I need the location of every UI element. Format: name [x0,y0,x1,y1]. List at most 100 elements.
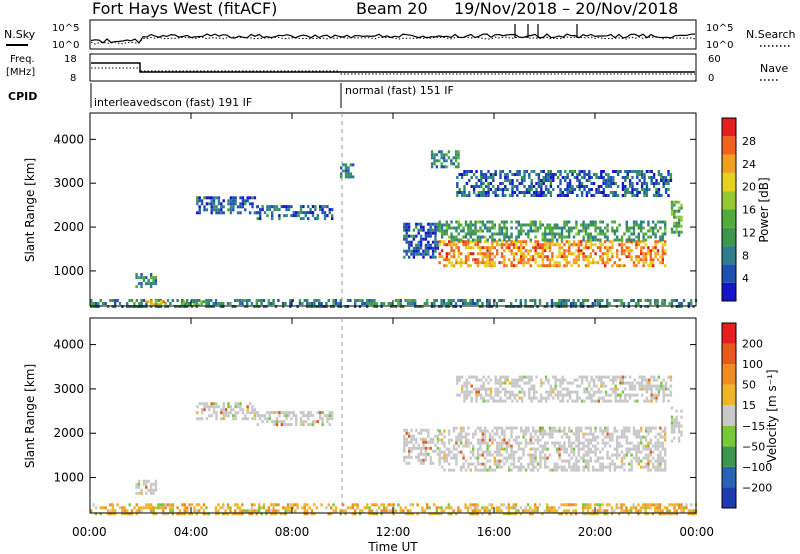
echo-cell [403,234,406,238]
echo-cell [604,173,608,176]
echo-cell [572,258,576,262]
echo-cell [468,375,471,379]
echo-cell [484,429,487,433]
echo-cell [602,399,605,403]
echo-cell [489,188,493,191]
echo-cell [253,509,256,513]
echo-cell [476,235,480,239]
echo-cell [246,199,249,203]
echo-cell [553,509,556,513]
echo-cell [573,390,577,394]
echo-cell [534,429,537,433]
echo-cell [222,506,225,510]
echo-cell [493,438,496,442]
echo-cell [319,205,322,209]
echo-cell [664,191,668,194]
echo-cell [500,509,503,513]
echo-cell [470,396,473,400]
echo-cell [469,302,472,305]
echo-cell [556,465,559,469]
echo-cell [614,390,617,394]
echo-cell [640,387,644,391]
echo-cell [474,456,477,460]
echo-cell [614,194,617,197]
echo-cell [463,191,466,194]
echo-cell [647,459,650,463]
echo-cell [519,302,522,305]
echo-cell [541,232,544,236]
echo-cell [606,249,609,253]
echo-cell [652,375,656,379]
echo-cell [536,429,540,433]
echo-cell [664,468,667,472]
echo-cell [503,220,506,224]
echo-cell [280,420,283,424]
echo-cell [491,246,494,250]
echo-cell [624,387,627,391]
echo-cell [285,423,288,427]
echo-cell [200,202,204,206]
echo-cell [431,240,435,244]
echo-cell [280,423,283,427]
echo-cell [496,453,499,457]
echo-cell [554,173,557,176]
echo-cell [275,208,279,212]
echo-cell [250,506,254,510]
echo-cell [620,252,624,256]
echo-cell [498,435,501,439]
echo-cell [118,506,122,510]
echo-cell [657,387,661,391]
echo-cell [680,433,683,437]
echo-cell [505,220,508,224]
echo-cell [417,231,420,235]
echo-cell [283,423,286,427]
echo-cell [625,246,628,250]
echo-cell [479,462,482,466]
echo-cell [494,387,497,391]
echo-cell [496,459,499,463]
echo-cell [528,185,531,188]
echo-cell [604,182,608,185]
echo-cell [448,240,451,244]
echo-cell [405,249,408,253]
echo-cell [574,509,578,513]
echo-cell [135,512,138,516]
echo-cell [492,396,495,400]
echo-cell [286,506,290,510]
echo-cell [594,220,597,224]
echo-cell [594,459,597,463]
echo-cell [560,429,564,433]
echo-cell [275,205,279,209]
echo-cell [625,240,628,244]
echo-cell [507,506,510,510]
echo-cell [649,226,652,230]
echo-cell [572,243,576,247]
echo-cell [128,503,131,507]
echo-cell [456,375,459,379]
echo-cell [210,211,213,215]
echo-cell [424,437,428,441]
echo-cell [481,223,484,227]
echo-cell [654,226,657,230]
echo-cell [443,429,446,433]
echo-cell [546,232,549,236]
echo-cell [145,503,148,507]
echo-cell [626,176,629,179]
echo-cell [628,170,632,173]
echo-cell [450,226,453,230]
echo-cell [595,399,598,403]
echo-cell [412,437,416,441]
echo-cell [594,243,597,247]
echo-cell [571,173,574,176]
echo-cell [253,196,257,200]
echo-cell [544,238,547,242]
echo-cell [484,252,487,256]
echo-cell [135,273,138,277]
echo-cell [570,465,573,469]
echo-cell [613,229,616,233]
echo-cell [460,468,463,472]
echo-cell [597,191,601,194]
echo-cell [561,378,565,382]
echo-cell [475,375,478,379]
echo-cell [632,220,636,224]
